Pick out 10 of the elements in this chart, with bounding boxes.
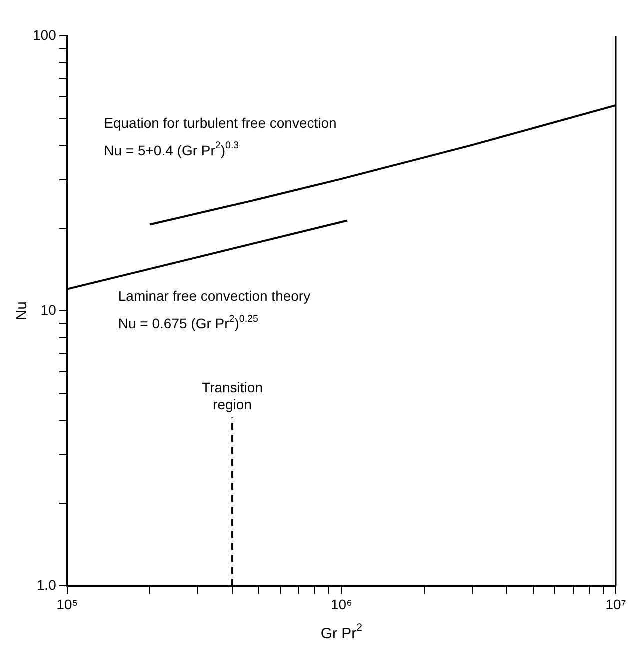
y-axis-title: Nu — [14, 302, 30, 321]
y-tick-label: 1.0 — [36, 577, 57, 594]
annotation: Laminar free convection theory — [118, 288, 311, 304]
y-tick-label: 100 — [33, 26, 57, 43]
x-tick-label: 10⁶ — [331, 596, 352, 612]
x-tick-label: 10⁵ — [56, 596, 78, 612]
x-tick-label: 10⁷ — [606, 596, 626, 612]
annotation: Transition region — [202, 379, 263, 412]
annotation: Equation for turbulent free convection — [104, 114, 337, 131]
y-tick-label: 10 — [40, 302, 57, 318]
